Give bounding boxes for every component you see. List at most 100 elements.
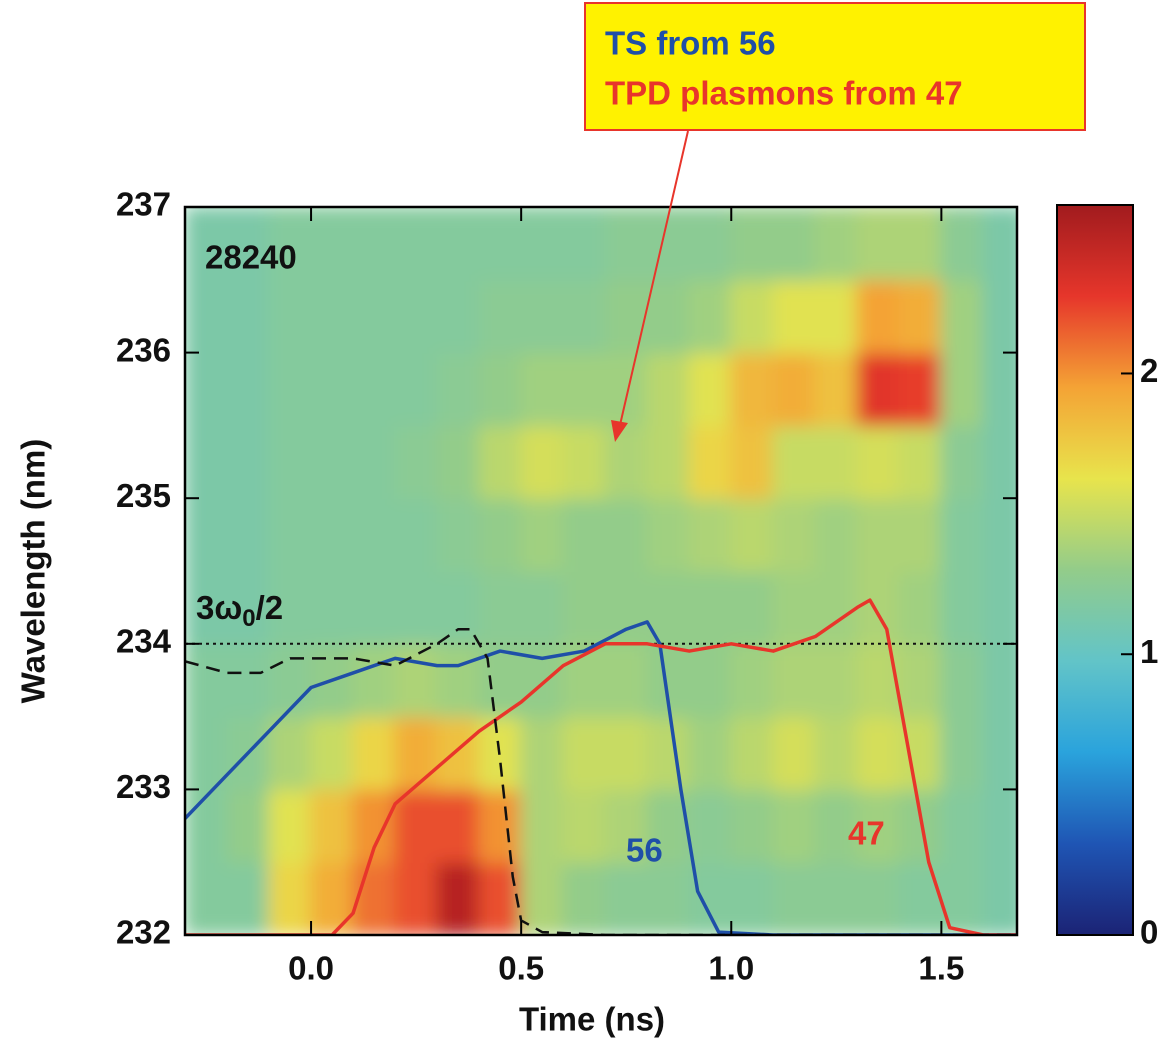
- heat-cell: [520, 424, 565, 500]
- heat-cell: [982, 278, 1017, 354]
- heat-cell: [185, 788, 229, 864]
- y-tick-label: 237: [116, 186, 171, 223]
- heat-cell: [856, 424, 901, 500]
- heat-cell: [436, 497, 481, 572]
- series-line: [185, 598, 1017, 935]
- heat-cell: [436, 861, 481, 935]
- heat-cell: [310, 351, 355, 427]
- heat-cell: [226, 788, 271, 864]
- heat-cell: [185, 861, 229, 935]
- heat-cell: [604, 861, 649, 935]
- x-tick-label: 1.5: [918, 950, 964, 987]
- heat-cell: [520, 278, 565, 354]
- heat-cell: [352, 642, 397, 718]
- heat-cell: [268, 570, 313, 645]
- heat-cell: [772, 642, 817, 718]
- heat-cell: [478, 207, 523, 281]
- heat-cell: [394, 497, 439, 572]
- heat-cell: [982, 497, 1017, 572]
- heat-cell: [940, 278, 985, 354]
- heat-cell: [856, 788, 901, 864]
- heat-cell: [730, 424, 775, 500]
- heat-cell: [562, 351, 607, 427]
- heat-cell: [688, 715, 733, 791]
- y-tick-label: 232: [116, 914, 171, 951]
- colorbar-tick-label: 0: [1140, 914, 1158, 951]
- y-axis-title: Wavelength (nm): [15, 439, 52, 704]
- heat-cell: [604, 207, 649, 281]
- heat-cell: [856, 861, 901, 935]
- heat-cell: [185, 715, 229, 791]
- heat-cell: [940, 207, 985, 281]
- heat-cell: [268, 351, 313, 427]
- heat-cell: [478, 351, 523, 427]
- heat-cell: [185, 207, 229, 281]
- heat-cell: [730, 497, 775, 572]
- series-label: 47: [848, 815, 885, 852]
- heat-cell: [226, 861, 271, 935]
- heat-cell: [604, 788, 649, 864]
- heat-cell: [436, 642, 481, 718]
- heat-cell: [226, 642, 271, 718]
- hline-label-sub: 0: [242, 605, 255, 632]
- heat-cell: [562, 497, 607, 572]
- heat-cell: [982, 715, 1017, 791]
- heat-cell: [226, 278, 271, 354]
- heat-cell: [185, 351, 229, 427]
- heat-cell: [856, 715, 901, 791]
- heat-cell: [562, 715, 607, 791]
- heat-cell: [940, 788, 985, 864]
- heat-cell: [520, 207, 565, 281]
- heat-cell: [646, 497, 691, 572]
- heat-cell: [814, 642, 859, 718]
- heat-cell: [730, 788, 775, 864]
- heat-cell: [185, 642, 229, 718]
- callout-arrow: [619, 130, 689, 426]
- heat-cell: [814, 788, 859, 864]
- heat-cell: [478, 570, 523, 645]
- heat-cell: [940, 570, 985, 645]
- y-tick-label: 234: [116, 623, 172, 660]
- heat-cell: [520, 497, 565, 572]
- heat-cell: [604, 715, 649, 791]
- heat-cell: [310, 497, 355, 572]
- heat-cell: [185, 424, 229, 500]
- colorbar: [1056, 204, 1134, 936]
- heat-cell: [856, 642, 901, 718]
- heat-cell: [898, 278, 943, 354]
- heat-cell: [730, 861, 775, 935]
- heat-cell: [730, 570, 775, 645]
- heat-cell: [688, 424, 733, 500]
- heat-cell: [898, 861, 943, 935]
- heat-cell: [772, 570, 817, 645]
- heat-cell: [940, 715, 985, 791]
- heat-cell: [982, 351, 1017, 427]
- heat-cell: [772, 788, 817, 864]
- heat-cell: [688, 788, 733, 864]
- heat-cell: [226, 424, 271, 500]
- heat-cell: [310, 788, 355, 864]
- heat-cell: [814, 207, 859, 281]
- heat-cell: [562, 207, 607, 281]
- plot-frame: [183, 205, 1019, 937]
- x-tick-label: 0.0: [288, 950, 334, 987]
- heat-cell: [730, 207, 775, 281]
- heat-cell: [394, 788, 439, 864]
- heat-cell: [520, 788, 565, 864]
- heat-cell: [604, 570, 649, 645]
- heat-cell: [688, 207, 733, 281]
- heat-cell: [730, 278, 775, 354]
- heat-cell: [394, 424, 439, 500]
- callout-line: TS from 56: [605, 25, 776, 62]
- heat-cell: [982, 207, 1017, 281]
- heat-cell: [730, 351, 775, 427]
- colorbar-tick-label: 2: [1140, 352, 1158, 389]
- heat-cell: [898, 424, 943, 500]
- heat-cell: [814, 497, 859, 572]
- heat-cell: [856, 278, 901, 354]
- heat-cell: [772, 207, 817, 281]
- heat-cell: [268, 715, 313, 791]
- y-tick-label: 235: [116, 477, 171, 514]
- heat-cell: [814, 351, 859, 427]
- heat-cell: [814, 424, 859, 500]
